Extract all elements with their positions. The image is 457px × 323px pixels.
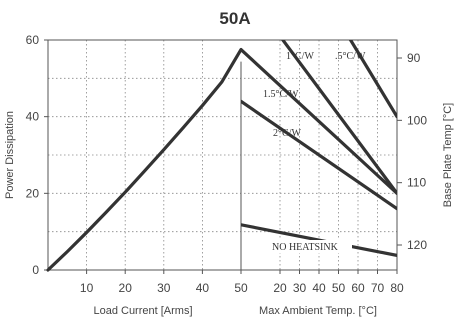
thermal-line-label-1: 1°C/W (286, 51, 314, 62)
thermal-line-label-2: 1.5°C/W (263, 89, 299, 100)
y-left-tick-label-0: 0 (32, 263, 39, 277)
x-right-tick-label-80: 80 (390, 281, 404, 295)
x-left-tick-label-50: 50 (234, 281, 248, 295)
x-right-tick-label-20: 20 (273, 281, 287, 295)
chart-title: 50A (219, 9, 250, 28)
grid (48, 40, 397, 270)
y-right-tick-label-110: 110 (407, 176, 426, 190)
y-left-tick-label-40: 40 (26, 110, 40, 124)
x-axis-right-label: Max Ambient Temp. [°C] (259, 305, 377, 317)
y-right-tick-label-90: 90 (407, 51, 421, 65)
x-left-tick-label-20: 20 (119, 281, 133, 295)
y-left-tick-label-60: 60 (26, 33, 40, 47)
y-right-tick-label-100: 100 (407, 113, 427, 127)
ticks: 0 20 40 60 90 100 110 120 10 20 30 40 50 20 30 40 50 60 70… (26, 33, 428, 295)
load-current-curve (46, 47, 243, 272)
thermal-line-0 (348, 40, 397, 119)
thermal-line-label-3: 2°C/W (273, 128, 301, 139)
x-left-tick-label-30: 30 (157, 281, 171, 295)
x-left-tick-label-40: 40 (196, 281, 210, 295)
x-right-tick-label-30: 30 (293, 281, 307, 295)
y-axis-right-label: Base Plate Temp [°C] (442, 103, 454, 207)
line-labels: .5°C/W 1°C/W 1.5°C/W 2°C/W NO HEATSINK (263, 51, 366, 253)
thermal-line-3 (241, 99, 397, 211)
y-axis-left-label: Power Dissipation (4, 111, 16, 199)
thermal-line-label-4: NO HEATSINK (272, 242, 339, 253)
x-right-tick-label-60: 60 (351, 281, 365, 295)
y-left-tick-label-20: 20 (26, 186, 40, 200)
curves (46, 40, 397, 272)
x-right-tick-label-50: 50 (332, 281, 346, 295)
no-heatsink-label-bg (270, 240, 352, 253)
plot-frame (47, 39, 398, 271)
y-right-tick-label-120: 120 (407, 238, 427, 252)
thermal-line-1 (280, 40, 397, 195)
x-right-tick-label-40: 40 (312, 281, 326, 295)
x-right-tick-label-70: 70 (371, 281, 385, 295)
x-left-tick-label-10: 10 (80, 281, 94, 295)
thermal-line-label-0: .5°C/W (335, 51, 366, 62)
x-axis-left-label: Load Current [Arms] (93, 305, 192, 317)
thermal-line-2 (241, 47, 397, 195)
